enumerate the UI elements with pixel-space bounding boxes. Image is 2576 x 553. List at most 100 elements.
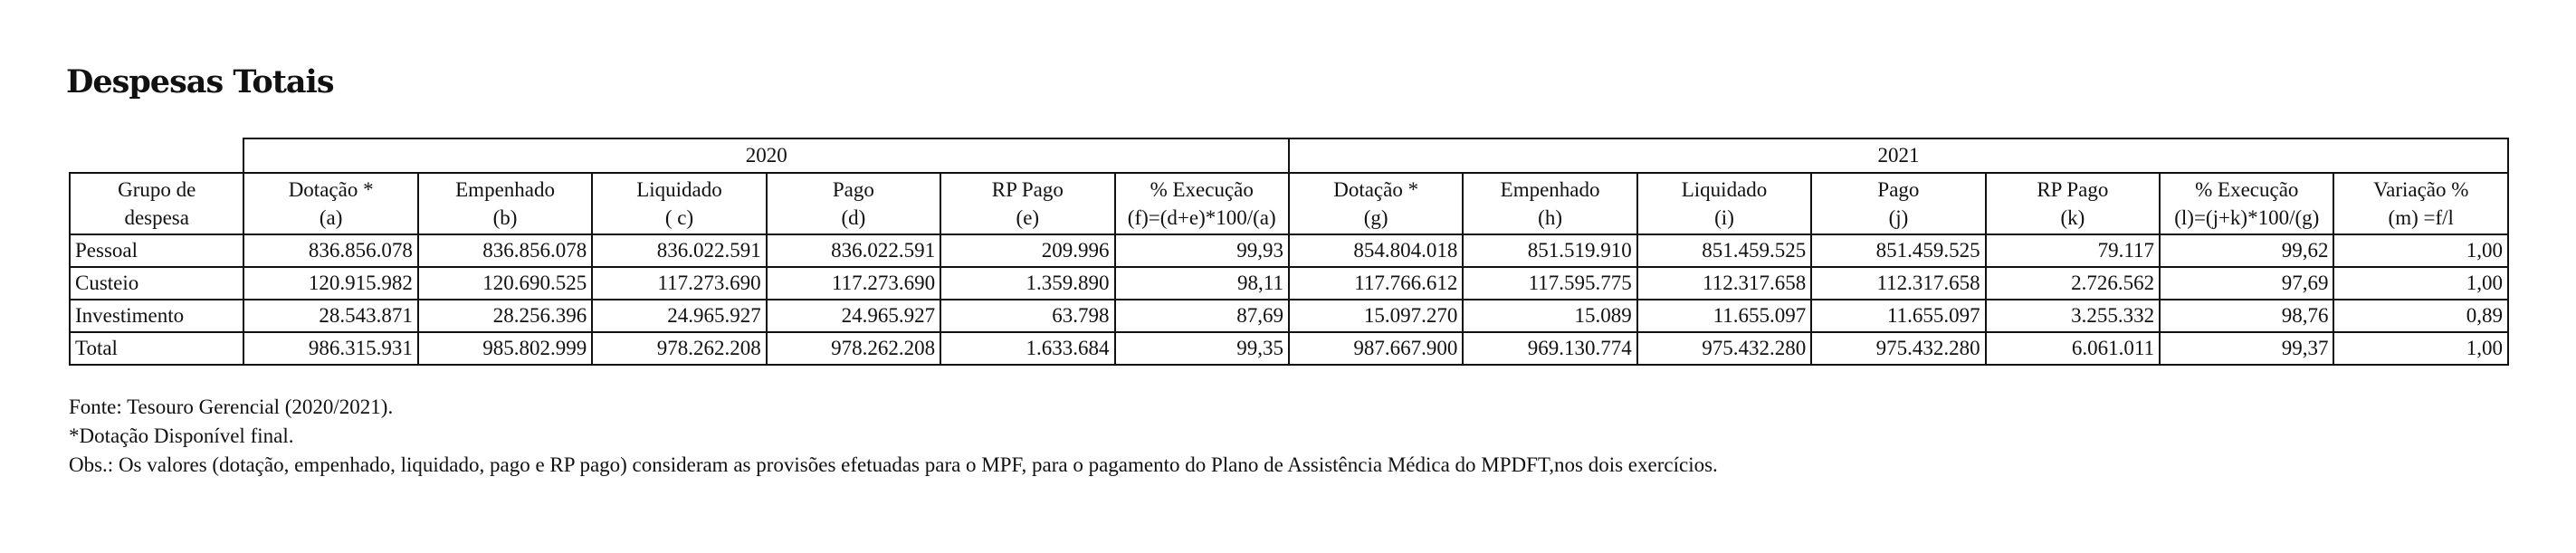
obs-note: Obs.: Os valores (dotação, empenhado, li… [69,453,1718,476]
column-header: Grupo de despesa [68,172,245,235]
year-2020-header: 2020 [243,138,1290,174]
column-header-line: (i) [1714,206,1734,229]
table-row: Custeio 120.915.982 120.690.525 117.273.690… [68,266,2509,300]
table-body: Pessoal 836.856.078 836.856.078 836.022.591… [68,234,2509,366]
column-header-line: (d) [841,206,866,229]
table-cell: 28.543.871 [243,299,419,333]
table-cell: 117.595.775 [1462,266,1638,300]
column-header-line: RP Pago [2037,178,2109,201]
column-header-line: % Execução [1150,178,1254,201]
table-row: Total 986.315.931 985.802.999 978.262.208 97… [68,331,2509,366]
table-cell: 985.802.999 [416,331,594,366]
column-header: Dotação * (g) [1287,172,1465,235]
table-cell: 851.459.525 [1636,234,1813,268]
column-header-line: Empenhado [1500,178,1600,201]
table-cell: 15.089 [1462,299,1638,333]
table-cell: 24.965.927 [765,299,942,333]
table-cell: 63.798 [940,299,1116,333]
column-header-line: Pago [832,178,874,201]
table-cell: 975.432.280 [1636,331,1813,366]
table-cell: 836.022.591 [591,234,768,268]
table-cell: 986.315.931 [243,331,419,366]
table-cell: 836.856.078 [243,234,419,268]
column-header-line: RP Pago [991,178,1064,201]
table-cell: 98,76 [2159,299,2335,333]
source-note: Fonte: Tesouro Gerencial (2020/2021). [69,396,394,418]
row-label: Investimento [68,299,245,333]
table-cell: 969.130.774 [1462,331,1638,366]
page-title: Despesas Totais [66,63,335,100]
footnotes: Fonte: Tesouro Gerencial (2020/2021). *D… [69,393,1718,480]
table-cell: 851.519.910 [1462,234,1638,268]
table-cell: 851.459.525 [1810,234,1987,268]
table-cell: 117.766.612 [1287,266,1465,300]
table-cell: 99,62 [2159,234,2335,268]
row-label: Custeio [68,266,245,300]
table-cell: 1,00 [2333,234,2509,268]
column-header-line: despesa [124,206,189,229]
table-cell: 975.432.280 [1810,331,1987,366]
table-cell: 99,35 [1113,331,1290,366]
column-header: % Execução (f)=(d+e)*100/(a) [1113,172,1290,235]
table-row: Investimento 28.543.871 28.256.396 24.965.9… [68,299,2509,333]
column-header-line: (l)=(j+k)*100/(g) [2174,206,2320,229]
table-cell: 836.022.591 [765,234,942,268]
table-cell: 987.667.900 [1287,331,1465,366]
column-header: Variação % (m) =f/l [2333,172,2509,235]
column-header-line: Variação % [2373,178,2469,201]
column-header: Empenhado (b) [416,172,594,235]
table-cell: 28.256.396 [416,299,594,333]
table-cell: 15.097.270 [1287,299,1465,333]
table-cell: 97,69 [2159,266,2335,300]
table-cell: 3.255.332 [1984,299,2161,333]
column-header: Liquidado (i) [1636,172,1813,235]
table-cell: 117.273.690 [765,266,942,300]
column-header-line: (f)=(d+e)*100/(a) [1127,206,1276,229]
table-cell: 112.317.658 [1636,266,1813,300]
table-cell: 1.359.890 [940,266,1116,300]
column-header: Dotação * (a) [243,172,419,235]
column-header-line: (e) [1016,206,1040,229]
table-row: Pessoal 836.856.078 836.856.078 836.022.591… [68,234,2509,268]
row-label: Total [68,331,245,366]
table-cell: 1,00 [2333,331,2509,366]
table-cell: 87,69 [1113,299,1290,333]
column-header: Empenhado (h) [1462,172,1638,235]
year-header-row: 2020 2021 [70,138,2510,174]
dotacao-note: *Dotação Disponível final. [69,424,294,447]
column-header: % Execução (l)=(j+k)*100/(g) [2159,172,2335,235]
column-header-line: Dotação * [1333,178,1419,201]
table-cell: 6.061.011 [1984,331,2161,366]
table-cell: 79.117 [1984,234,2161,268]
column-header-line: (j) [1888,206,1909,229]
column-header-row: Grupo de despesa Dotação * (a) Empenhado (b) L… [68,172,2509,235]
column-header-line: % Execução [2195,178,2299,201]
column-header: RP Pago (k) [1984,172,2161,235]
table-cell: 99,93 [1113,234,1290,268]
table-cell: 854.804.018 [1287,234,1465,268]
year-2021-header: 2021 [1287,138,2510,174]
table-cell: 120.690.525 [416,266,594,300]
table-cell: 11.655.097 [1810,299,1987,333]
column-header-line: Empenhado [455,178,555,201]
column-header-line: (g) [1363,206,1388,229]
table-cell: 24.965.927 [591,299,768,333]
column-header-line: (k) [2060,206,2085,229]
table-cell: 209.996 [940,234,1116,268]
table-cell: 112.317.658 [1810,266,1987,300]
column-header-line: Dotação * [288,178,374,201]
table-cell: 98,11 [1113,266,1290,300]
table-cell: 1,00 [2333,266,2509,300]
table-cell: 2.726.562 [1984,266,2161,300]
column-header-line: Liquidado [636,178,722,201]
table-cell: 11.655.097 [1636,299,1813,333]
table-cell: 99,37 [2159,331,2335,366]
column-header-line: Liquidado [1681,178,1768,201]
table-cell: 978.262.208 [591,331,768,366]
row-label: Pessoal [68,234,245,268]
column-header: Pago (j) [1810,172,1987,235]
table-cell: 1.633.684 [940,331,1116,366]
column-header-line: (a) [319,206,343,229]
table-cell: 836.856.078 [416,234,594,268]
column-header: Pago (d) [765,172,942,235]
